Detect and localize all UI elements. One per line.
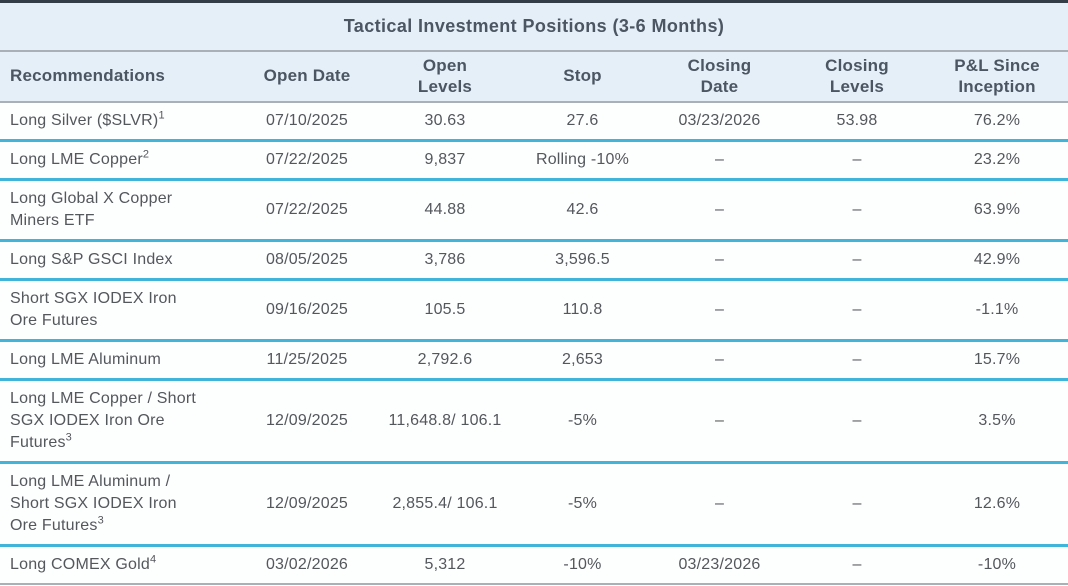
recommendation-cell: Long LME Copper / Short SGX IODEX Iron O…: [0, 379, 238, 464]
open-levels-cell: 9,837: [376, 140, 514, 181]
table-row: Long LME Copper2 07/22/2025 9,837 Rolling -…: [0, 140, 1068, 181]
recommendation-cell: Long Silver ($SLVR)1: [0, 102, 238, 142]
closing-date-cell: –: [651, 340, 788, 381]
recommendation-label: Long COMEX Gold: [10, 556, 150, 573]
stop-cell: 27.6: [514, 102, 651, 142]
recommendation-label: Long Global X Copper Miners ETF: [10, 190, 173, 229]
table-row: Long LME Copper / Short SGX IODEX Iron O…: [0, 379, 1068, 464]
open-date-cell: 11/25/2025: [238, 340, 376, 381]
open-date-cell: 12/09/2025: [238, 462, 376, 547]
open-date-cell: 12/09/2025: [238, 379, 376, 464]
closing-levels-cell: –: [788, 462, 926, 547]
pnl-cell: 3.5%: [926, 379, 1068, 464]
pnl-cell: 12.6%: [926, 462, 1068, 547]
table-row: Long LME Aluminum 11/25/2025 2,792.6 2,653–…: [0, 340, 1068, 381]
closing-levels-cell: –: [788, 545, 926, 585]
closing-levels-cell: –: [788, 340, 926, 381]
stop-cell: 42.6: [514, 179, 651, 242]
recommendation-cell: Long LME Aluminum: [0, 340, 238, 381]
column-header-open-levels: Open Levels: [376, 51, 514, 103]
column-header-closing-date: Closing Date: [651, 51, 788, 103]
pnl-cell: -10%: [926, 545, 1068, 585]
recommendation-cell: Long Global X Copper Miners ETF: [0, 179, 238, 242]
closing-levels-cell: –: [788, 179, 926, 242]
table-row: Long Silver ($SLVR)1 07/10/2025 30.63 27.6 0…: [0, 102, 1068, 142]
pnl-cell: 76.2%: [926, 102, 1068, 142]
column-header-recommendations: Recommendations: [0, 51, 238, 103]
open-date-cell: 09/16/2025: [238, 279, 376, 342]
closing-date-cell: –: [651, 279, 788, 342]
open-date-cell: 08/05/2025: [238, 240, 376, 281]
closing-date-cell: 03/23/2026: [651, 102, 788, 142]
table-body: Long Silver ($SLVR)1 07/10/2025 30.63 27.6 0…: [0, 102, 1068, 585]
recommendation-label: Long LME Copper: [10, 151, 143, 168]
closing-date-cell: –: [651, 462, 788, 547]
open-levels-cell: 105.5: [376, 279, 514, 342]
tactical-positions-table: Tactical Investment Positions (3-6 Month…: [0, 3, 1068, 585]
recommendation-label: Long LME Copper / Short SGX IODEX Iron O…: [10, 390, 197, 451]
open-date-cell: 07/22/2025: [238, 140, 376, 181]
closing-levels-cell: –: [788, 279, 926, 342]
recommendation-cell: Long S&P GSCI Index: [0, 240, 238, 281]
recommendation-cell: Long COMEX Gold4: [0, 545, 238, 585]
open-levels-cell: 2,792.6: [376, 340, 514, 381]
open-levels-cell: 3,786: [376, 240, 514, 281]
table-title: Tactical Investment Positions (3-6 Month…: [0, 3, 1068, 52]
table-title-row: Tactical Investment Positions (3-6 Month…: [0, 3, 1068, 52]
closing-date-cell: –: [651, 140, 788, 181]
footnote-marker: 3: [65, 431, 72, 444]
open-levels-cell: 11,648.8/ 106.1: [376, 379, 514, 464]
recommendation-cell: Short SGX IODEX Iron Ore Futures: [0, 279, 238, 342]
closing-levels-cell: –: [788, 379, 926, 464]
recommendation-label: Short SGX IODEX Iron Ore Futures: [10, 290, 177, 329]
pnl-cell: 15.7%: [926, 340, 1068, 381]
column-header-stop: Stop: [514, 51, 651, 103]
stop-cell: -5%: [514, 379, 651, 464]
footnote-marker: 3: [97, 514, 104, 527]
recommendation-label: Long LME Aluminum: [10, 351, 162, 368]
footnote-marker: 1: [158, 109, 165, 122]
table-row: Short SGX IODEX Iron Ore Futures 09/16/20…: [0, 279, 1068, 342]
recommendation-cell: Long LME Aluminum / Short SGX IODEX Iron…: [0, 462, 238, 547]
open-levels-cell: 44.88: [376, 179, 514, 242]
closing-date-cell: –: [651, 179, 788, 242]
recommendation-label: Long Silver ($SLVR): [10, 112, 159, 129]
recommendation-cell: Long LME Copper2: [0, 140, 238, 181]
open-date-cell: 07/10/2025: [238, 102, 376, 142]
open-date-cell: 07/22/2025: [238, 179, 376, 242]
column-header-pnl-since-inception: P&L Since Inception: [926, 51, 1068, 103]
column-header-open-date: Open Date: [238, 51, 376, 103]
recommendation-label: Long LME Aluminum / Short SGX IODEX Iron…: [10, 473, 177, 534]
recommendation-label: Long S&P GSCI Index: [10, 251, 173, 268]
closing-levels-cell: –: [788, 140, 926, 181]
open-date-cell: 03/02/2026: [238, 545, 376, 585]
closing-date-cell: –: [651, 240, 788, 281]
table-row: Long COMEX Gold4 03/02/2026 5,312 -10% 03/23…: [0, 545, 1068, 585]
footnote-marker: 4: [149, 553, 157, 566]
table-header-row: Recommendations Open Date Open Levels Stop C…: [0, 51, 1068, 103]
open-levels-cell: 5,312: [376, 545, 514, 585]
table-row: Long S&P GSCI Index 08/05/2025 3,786 3,596.…: [0, 240, 1068, 281]
table-row: Long LME Aluminum / Short SGX IODEX Iron…: [0, 462, 1068, 547]
open-levels-cell: 2,855.4/ 106.1: [376, 462, 514, 547]
pnl-cell: 42.9%: [926, 240, 1068, 281]
closing-date-cell: 03/23/2026: [651, 545, 788, 585]
pnl-cell: -1.1%: [926, 279, 1068, 342]
stop-cell: Rolling -10%: [514, 140, 651, 181]
stop-cell: 2,653: [514, 340, 651, 381]
footnote-marker: 2: [142, 148, 150, 161]
column-header-closing-levels: Closing Levels: [788, 51, 926, 103]
pnl-cell: 63.9%: [926, 179, 1068, 242]
stop-cell: 110.8: [514, 279, 651, 342]
open-levels-cell: 30.63: [376, 102, 514, 142]
stop-cell: 3,596.5: [514, 240, 651, 281]
pnl-cell: 23.2%: [926, 140, 1068, 181]
stop-cell: -5%: [514, 462, 651, 547]
closing-levels-cell: –: [788, 240, 926, 281]
closing-date-cell: –: [651, 379, 788, 464]
closing-levels-cell: 53.98: [788, 102, 926, 142]
table-row: Long Global X Copper Miners ETF 07/22/202…: [0, 179, 1068, 242]
stop-cell: -10%: [514, 545, 651, 585]
